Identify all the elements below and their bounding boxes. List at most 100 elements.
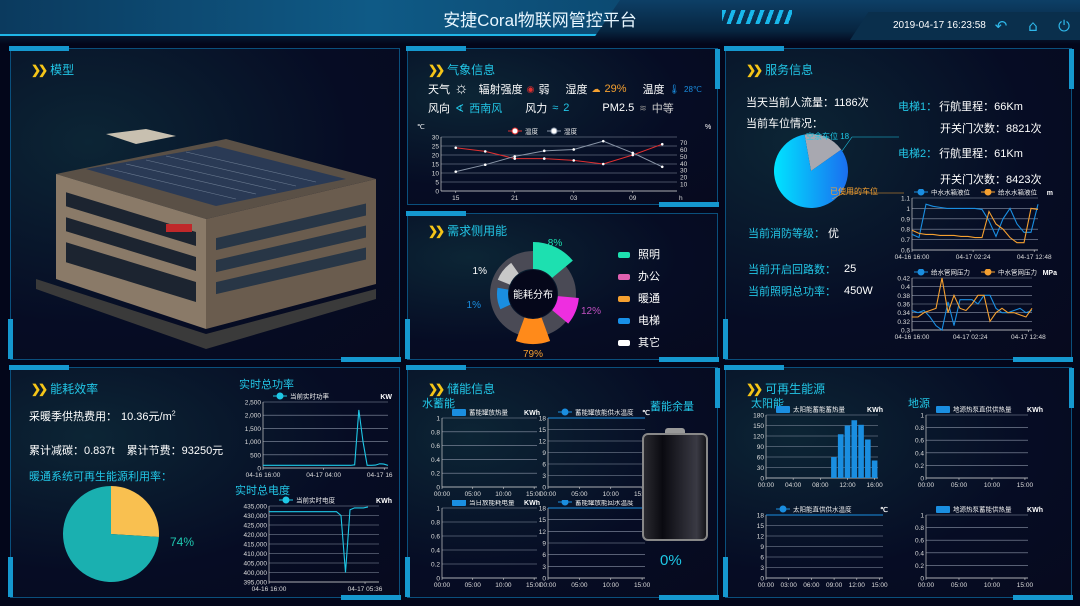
pressure-chart: 0.3 0.32 0.340.36 0.38 0.40.42 04-16 16:00 04-… (895, 269, 1057, 341)
legend-item-电梯[interactable]: 电梯 (618, 312, 660, 328)
data-point (601, 162, 605, 166)
legend-item-其它[interactable]: 其它 (618, 334, 660, 350)
legend-swatch (452, 409, 466, 416)
y-tick-label: 18 (757, 513, 765, 520)
y-tick-label: 0 (542, 576, 546, 583)
x-tick-label: 00:00 (434, 491, 451, 498)
data-point (601, 139, 605, 143)
legend-label: 湿度 (564, 127, 578, 136)
legend-label: 暖通 (638, 293, 660, 305)
back-icon[interactable]: ↶ (994, 17, 1008, 35)
elevator1-mileage: 行航里程：66Km (939, 101, 1023, 113)
y-tick-label: 15 (539, 517, 547, 524)
y2-tick-label: 20 (680, 175, 688, 182)
unit-right: % (705, 124, 711, 131)
legend-label: 温度 (525, 127, 539, 136)
y-tick-label: 0.8 (915, 425, 924, 432)
legend-label: 地源热泵直供供热量 (953, 405, 1012, 414)
legend-label: 当前实时电度 (296, 496, 336, 505)
building-model[interactable] (26, 94, 386, 354)
y-tick-label: 0.4 (431, 457, 440, 464)
x-tick-label: 16:00 (866, 482, 883, 489)
x-tick-label: 00:00 (434, 582, 451, 589)
legend-label: 地源热泵蓄能供热量 (953, 505, 1012, 514)
y-tick-label: 0.2 (431, 471, 440, 478)
y-tick-label: 0.6 (431, 443, 440, 450)
legend-swatch (618, 296, 630, 303)
y-tick-label: 0 (920, 476, 924, 483)
x-tick-label: 05:00 (571, 491, 588, 498)
elevator2-mileage: 行航里程：61Km (939, 148, 1023, 160)
legend-marker (779, 505, 787, 513)
legend-label: 蓄能罐放能供水温度 (575, 408, 634, 417)
x-tick-label: 09 (629, 195, 637, 202)
series-line (912, 277, 1033, 323)
unit-label: KWh (524, 500, 540, 507)
wind-direction-icon: ∢ (455, 102, 465, 115)
legend-label: 照明 (638, 249, 660, 261)
fire-level-row: 当前消防等级： 优 (748, 225, 839, 241)
x-tick-label: 09:00 (826, 582, 843, 589)
x-tick-label: 00:00 (918, 582, 935, 589)
page-title: 安捷Coral物联网管控平台 (443, 11, 637, 30)
legend-label: 蓄能罐放热量 (469, 408, 509, 417)
legend-label: 办公 (638, 271, 660, 283)
y-tick-label: 60 (757, 455, 765, 462)
x-tick-label: 00:00 (540, 491, 557, 498)
temperature-value: 28℃ (684, 84, 702, 94)
legend-marker (550, 127, 558, 135)
legend-item-照明[interactable]: 照明 (618, 246, 660, 262)
unit-label: ℃ (880, 506, 888, 514)
circuits-value: 25 (844, 263, 857, 275)
y-tick-label: 0.42 (897, 276, 910, 283)
x-tick-label: 10:00 (603, 491, 620, 498)
non-renewable-slice (111, 486, 159, 538)
x-tick-label: 10:00 (984, 482, 1001, 489)
power-icon[interactable]: ⏻ (1058, 17, 1070, 35)
legend-item-暖通[interactable]: 暖通 (618, 290, 660, 306)
donut-percent-label: 1% (467, 300, 482, 311)
data-point (513, 155, 517, 158)
legend-label: 太阳能蓄能蓄热量 (793, 405, 846, 414)
y-tick-label: 0.6 (901, 248, 910, 255)
x-tick-label: 06:00 (803, 582, 820, 589)
y-tick-label: 2,500 (245, 400, 262, 407)
header-title-band (0, 0, 620, 36)
legend-marker (511, 127, 519, 135)
bar (831, 457, 837, 478)
y-tick-label: 415,000 (244, 542, 268, 549)
data-point (454, 146, 458, 150)
x-unit: h (679, 195, 683, 202)
data-point (660, 165, 664, 169)
leader-line (841, 136, 899, 152)
savings-row: 累计减碳：0.837t 累计节费：93250元 (29, 442, 223, 458)
leader-line (831, 192, 904, 200)
legend-item-办公[interactable]: 办公 (618, 268, 660, 284)
series-line (911, 294, 1033, 331)
weather-panel: ❯❯ 气象信息 天气 ☼ 辐射强度 ◉ 弱 湿度 ☁ 29% 温度 🌡 28℃ 风… (406, 46, 720, 207)
x-tick-label: 00:00 (540, 582, 557, 589)
donut-percent-label: 12% (581, 306, 601, 317)
y-tick-label: 0 (920, 576, 924, 583)
ground-source-label: 地源 (908, 398, 930, 410)
data-point (454, 170, 458, 173)
y-tick-label: 30 (757, 465, 765, 472)
y-tick-label: 0.8 (431, 520, 440, 527)
home-icon[interactable]: ⌂ (1028, 17, 1038, 35)
remaining-label: 蓄能余量 (650, 401, 694, 413)
legend-label: 当前实时功率 (290, 392, 330, 401)
donut-segment-办公 (552, 296, 579, 324)
series-line (455, 140, 663, 173)
y-tick-label: 0.2 (431, 562, 440, 569)
x-tick-label: 05:00 (951, 582, 968, 589)
legend-marker (282, 496, 290, 504)
y-tick-label: 0.8 (901, 227, 910, 234)
y-tick-label: 1,500 (245, 426, 262, 433)
thermometer-icon: 🌡 (668, 83, 680, 94)
fire-level-label: 当前消防等级： (748, 228, 825, 240)
y-tick-label: 1,000 (245, 439, 262, 446)
y-tick-label: 3 (542, 473, 546, 480)
y-tick-label: 5 (435, 180, 439, 187)
parking-label: 当前车位情况： (746, 118, 823, 130)
